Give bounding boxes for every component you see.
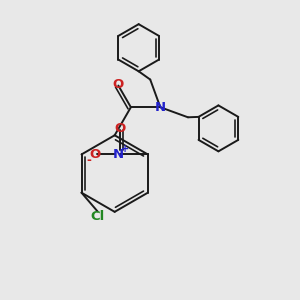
Text: N: N xyxy=(113,148,124,161)
Text: Cl: Cl xyxy=(90,210,105,223)
Text: O: O xyxy=(89,148,100,161)
Text: N: N xyxy=(155,101,166,114)
Text: O: O xyxy=(113,78,124,91)
Text: +: + xyxy=(121,143,129,154)
Text: O: O xyxy=(114,122,125,135)
Text: -: - xyxy=(86,154,91,167)
